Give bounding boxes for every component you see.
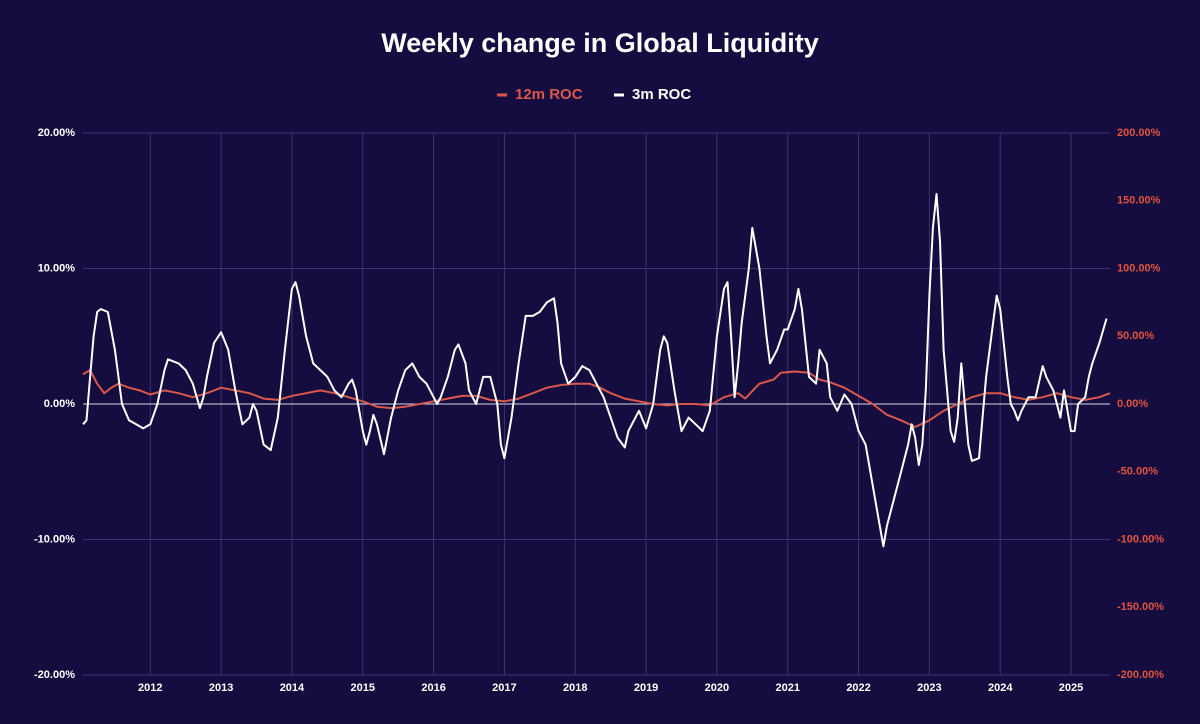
y2-tick-label: -100.00%	[1117, 533, 1164, 545]
x-tick-label: 2023	[917, 682, 941, 694]
legend-label: 3m ROC	[632, 86, 691, 103]
y2-tick-label: 150.00%	[1117, 195, 1161, 207]
x-tick-label: 2013	[209, 682, 233, 694]
y2-tick-label: 0.00%	[1117, 398, 1148, 410]
y2-tick-label: -50.00%	[1117, 466, 1158, 478]
x-tick-label: 2015	[351, 682, 375, 694]
x-tick-label: 2024	[988, 682, 1013, 694]
y2-tick-label: 50.00%	[1117, 330, 1155, 342]
y2-tick-label: -200.00%	[1117, 669, 1164, 681]
legend: 12m ROC 3m ROC	[497, 86, 691, 103]
y-tick-label: 20.00%	[38, 127, 76, 139]
legend-label: 12m ROC	[515, 86, 583, 103]
y2-tick-label: -150.00%	[1117, 601, 1164, 613]
x-tick-label: 2018	[563, 682, 587, 694]
x-tick-label: 2021	[775, 682, 799, 694]
y-tick-label: 10.00%	[38, 262, 76, 274]
x-tick-label: 2025	[1059, 682, 1083, 694]
x-tick-label: 2012	[138, 682, 162, 694]
x-tick-label: 2016	[421, 682, 445, 694]
y-tick-label: -10.00%	[34, 533, 75, 545]
y-tick-label: -20.00%	[34, 669, 75, 681]
series-line	[82, 193, 1108, 548]
series-line	[82, 369, 1111, 428]
y-tick-label: 0.00%	[44, 398, 75, 410]
x-tick-label: 2014	[280, 682, 305, 694]
x-tick-label: 2019	[634, 682, 658, 694]
y2-tick-label: 200.00%	[1117, 127, 1161, 139]
x-tick-label: 2017	[492, 682, 516, 694]
x-tick-label: 2020	[705, 682, 729, 694]
y2-tick-label: 100.00%	[1117, 262, 1161, 274]
x-tick-label: 2022	[846, 682, 870, 694]
chart-title: Weekly change in Global Liquidity	[381, 28, 819, 58]
